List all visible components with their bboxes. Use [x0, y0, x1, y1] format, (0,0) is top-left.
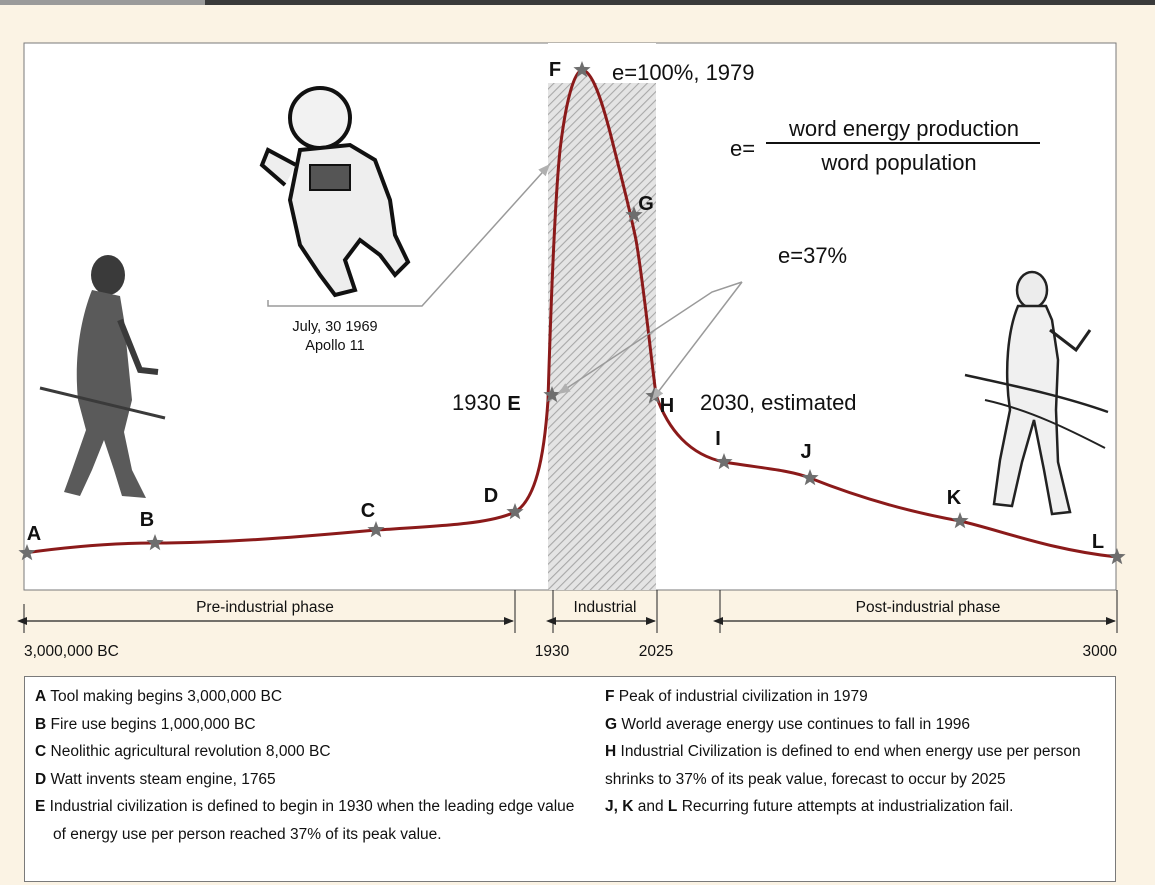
- legend-item-jkl: J, K and L Recurring future attempts at …: [605, 793, 1110, 821]
- legend-key-a: A: [35, 688, 47, 705]
- legend-key-f: F: [605, 688, 615, 705]
- legend-item-f: F Peak of industrial civilization in 197…: [605, 683, 1110, 711]
- legend-key-g: G: [605, 715, 618, 733]
- point-label-e: E: [507, 393, 520, 415]
- legend-text-h: Industrial Civilization is defined to en…: [605, 743, 1081, 788]
- legend-column-right: F Peak of industrial civilization in 197…: [605, 683, 1110, 821]
- post-industrial-figure: [964, 270, 1109, 516]
- top-bar-highlight: [0, 0, 205, 5]
- legend-text-g: World average energy use continues to fa…: [617, 715, 971, 733]
- legend-text-jkl: Recurring future attempts at industriali…: [677, 798, 1014, 816]
- legend-column-left: A Tool making begins 3,000,000 BC B Fire…: [35, 683, 575, 849]
- formula-lhs: e=: [730, 136, 755, 161]
- legend-text-e: Industrial civilization is defined to be…: [45, 798, 575, 843]
- point-label-b: B: [140, 509, 154, 531]
- point-star-b: [146, 534, 164, 551]
- legend-text-and: and: [633, 798, 668, 816]
- legend-item-h: H Industrial Civilization is defined to …: [605, 738, 1110, 793]
- band-cover: [548, 43, 656, 83]
- point-star-e: [543, 386, 561, 403]
- legend-item-a: A Tool making begins 3,000,000 BC: [35, 683, 575, 711]
- legend-key-b: B: [35, 715, 47, 733]
- point-label-a: A: [27, 523, 41, 545]
- tick-end-label: 3000: [1083, 643, 1118, 660]
- tick-1930-label: 1930: [535, 643, 570, 660]
- legend-text-d: Watt invents steam engine, 1765: [46, 770, 276, 788]
- point-star-f: [573, 61, 591, 78]
- threshold-label: e=37%: [778, 243, 847, 268]
- top-bar: [0, 0, 1155, 5]
- legend-key-e: E: [35, 798, 46, 816]
- tick-start-label: 3,000,000 BC: [24, 643, 119, 660]
- point-labels-group: A B C D E F G H I J K L: [27, 59, 1104, 553]
- point-label-j: J: [800, 441, 811, 463]
- point-star-d: [506, 503, 524, 520]
- point-star-l: [1108, 548, 1126, 565]
- point-label-i: I: [715, 428, 721, 450]
- legend-text-b: Fire use begins 1,000,000 BC: [46, 715, 256, 733]
- tick-2025-label: 2025: [639, 643, 673, 660]
- legend-text-c: Neolithic agricultural revolution 8,000 …: [46, 743, 331, 761]
- industrial-area: [548, 70, 656, 590]
- legend-key-d: D: [35, 770, 47, 788]
- point-label-h: H: [660, 395, 674, 417]
- legend-item-d: D Watt invents steam engine, 1765: [35, 766, 575, 794]
- point-label-d: D: [484, 485, 498, 507]
- legend-key-jk: J, K: [605, 798, 634, 816]
- point-star-k: [951, 512, 969, 529]
- caveman-figure: [39, 255, 166, 498]
- legend-text-a: Tool making begins 3,000,000 BC: [46, 688, 283, 705]
- point-star-c: [367, 521, 385, 538]
- threshold-pointer-e: [557, 281, 743, 395]
- e-year-label: 1930: [452, 390, 501, 415]
- astronaut-figure: [259, 86, 411, 298]
- apollo-caption-date: July, 30 1969: [292, 319, 377, 335]
- legend-item-b: B Fire use begins 1,000,000 BC: [35, 711, 575, 739]
- apollo-pointer-line: [267, 163, 551, 307]
- point-label-l: L: [1092, 531, 1104, 553]
- legend-item-g: G World average energy use continues to …: [605, 711, 1110, 739]
- threshold-pointer-h: [651, 281, 743, 401]
- legend-box: A Tool making begins 3,000,000 BC B Fire…: [24, 676, 1116, 882]
- point-star-g: [625, 206, 643, 223]
- legend-item-c: C Neolithic agricultural revolution 8,00…: [35, 738, 575, 766]
- phase-industrial-label: Industrial: [574, 599, 637, 616]
- legend-key-c: C: [35, 743, 47, 761]
- point-label-c: C: [361, 500, 375, 522]
- legend-text-f: Peak of industrial civilization in 1979: [614, 688, 868, 705]
- point-stars-group: [18, 61, 1126, 565]
- apollo-caption-name: Apollo 11: [305, 338, 364, 354]
- point-star-i: [715, 453, 733, 470]
- point-star-a: [18, 544, 36, 561]
- point-label-g: G: [638, 193, 654, 215]
- point-label-f: F: [549, 59, 561, 81]
- formula-denominator: word population: [820, 150, 976, 175]
- formula-numerator: word energy production: [788, 116, 1019, 141]
- phase-pre-label: Pre-industrial phase: [196, 599, 334, 616]
- peak-label: e=100%, 1979: [612, 60, 755, 85]
- legend-key-l: L: [667, 798, 678, 816]
- legend-item-e: E Industrial civilization is defined to …: [35, 793, 575, 848]
- h-year-label: 2030, estimated: [700, 390, 857, 415]
- point-label-k: K: [947, 487, 962, 509]
- legend-key-h: H: [605, 743, 617, 761]
- phase-post-label: Post-industrial phase: [856, 599, 1001, 616]
- point-star-j: [801, 469, 819, 486]
